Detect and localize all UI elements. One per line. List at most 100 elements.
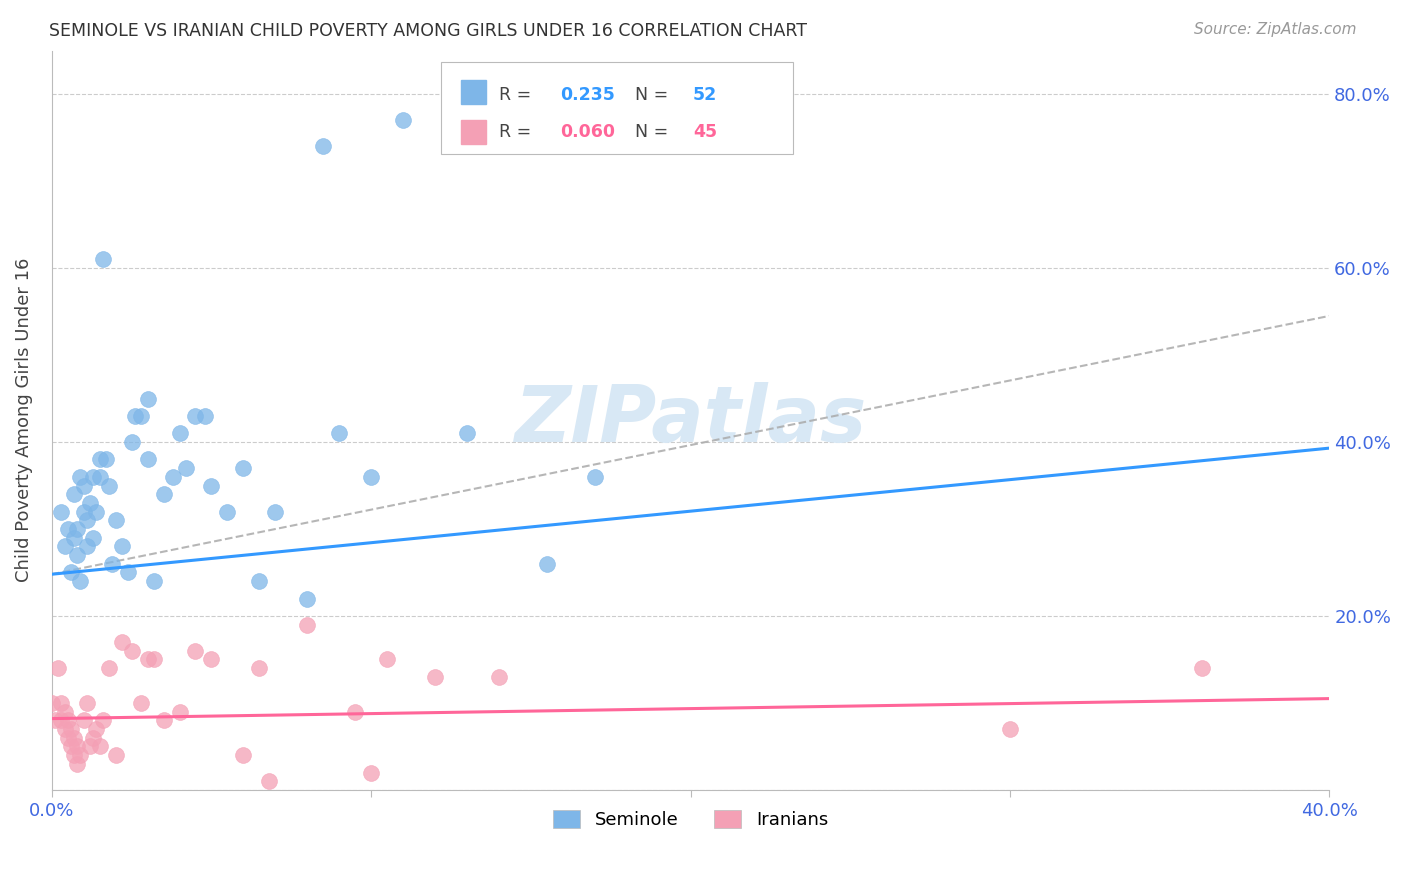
Point bbox=[232, 461, 254, 475]
Point bbox=[98, 478, 121, 492]
Point bbox=[142, 574, 165, 589]
Point bbox=[998, 722, 1021, 736]
Point bbox=[360, 765, 382, 780]
Text: R =: R = bbox=[499, 87, 543, 104]
Point bbox=[117, 566, 139, 580]
Point bbox=[76, 540, 98, 554]
Bar bbox=[461, 80, 486, 103]
Point bbox=[66, 548, 89, 562]
Point bbox=[583, 470, 606, 484]
Y-axis label: Child Poverty Among Girls Under 16: Child Poverty Among Girls Under 16 bbox=[15, 258, 32, 582]
Point bbox=[51, 714, 73, 728]
Point bbox=[247, 574, 270, 589]
Point bbox=[488, 670, 510, 684]
Point bbox=[66, 756, 89, 771]
Point bbox=[129, 696, 152, 710]
Text: SEMINOLE VS IRANIAN CHILD POVERTY AMONG GIRLS UNDER 16 CORRELATION CHART: SEMINOLE VS IRANIAN CHILD POVERTY AMONG … bbox=[49, 22, 807, 40]
Point bbox=[136, 652, 159, 666]
Text: 0.060: 0.060 bbox=[560, 123, 616, 141]
Point bbox=[174, 461, 197, 475]
Point bbox=[82, 731, 104, 745]
Point bbox=[136, 392, 159, 406]
Text: Source: ZipAtlas.com: Source: ZipAtlas.com bbox=[1194, 22, 1357, 37]
Point bbox=[53, 540, 76, 554]
Point bbox=[392, 113, 415, 128]
Point bbox=[111, 540, 134, 554]
Point bbox=[44, 714, 66, 728]
Point bbox=[94, 452, 117, 467]
Point bbox=[51, 505, 73, 519]
Point bbox=[194, 409, 217, 423]
Point bbox=[56, 522, 79, 536]
Point bbox=[73, 505, 96, 519]
Point bbox=[69, 470, 91, 484]
Point bbox=[1191, 661, 1213, 675]
Point bbox=[66, 739, 89, 754]
Point bbox=[536, 557, 558, 571]
Point bbox=[121, 644, 143, 658]
Point bbox=[76, 696, 98, 710]
Text: ZIPatlas: ZIPatlas bbox=[515, 383, 866, 458]
Bar bbox=[461, 120, 486, 144]
Point bbox=[73, 478, 96, 492]
Point bbox=[184, 409, 207, 423]
Point bbox=[56, 714, 79, 728]
Point bbox=[51, 696, 73, 710]
Point bbox=[297, 591, 319, 606]
Point bbox=[63, 531, 86, 545]
Point bbox=[101, 557, 124, 571]
Point bbox=[82, 470, 104, 484]
Point bbox=[328, 426, 350, 441]
Point bbox=[79, 496, 101, 510]
Point bbox=[79, 739, 101, 754]
Point bbox=[63, 487, 86, 501]
Point bbox=[41, 696, 63, 710]
Point bbox=[104, 513, 127, 527]
Point bbox=[232, 748, 254, 763]
Point bbox=[247, 661, 270, 675]
Point bbox=[375, 652, 398, 666]
Point bbox=[200, 652, 222, 666]
Point bbox=[56, 731, 79, 745]
Point bbox=[136, 452, 159, 467]
Point bbox=[169, 705, 191, 719]
Point bbox=[46, 661, 69, 675]
Point bbox=[73, 714, 96, 728]
Text: 0.235: 0.235 bbox=[560, 87, 614, 104]
Point bbox=[129, 409, 152, 423]
Point bbox=[91, 714, 114, 728]
Point bbox=[152, 714, 174, 728]
Point bbox=[142, 652, 165, 666]
Point bbox=[69, 574, 91, 589]
Point bbox=[86, 722, 108, 736]
Point bbox=[63, 731, 86, 745]
Point bbox=[344, 705, 367, 719]
Point bbox=[217, 505, 239, 519]
Point bbox=[89, 452, 111, 467]
Point bbox=[162, 470, 184, 484]
Point bbox=[423, 670, 446, 684]
Point bbox=[91, 252, 114, 267]
Point bbox=[59, 566, 82, 580]
Point bbox=[257, 774, 280, 789]
FancyBboxPatch shape bbox=[441, 62, 793, 154]
Point bbox=[59, 722, 82, 736]
Point bbox=[69, 748, 91, 763]
Text: R =: R = bbox=[499, 123, 543, 141]
Point bbox=[264, 505, 287, 519]
Point bbox=[456, 426, 478, 441]
Point bbox=[53, 705, 76, 719]
Text: 45: 45 bbox=[693, 123, 717, 141]
Point bbox=[121, 435, 143, 450]
Point bbox=[104, 748, 127, 763]
Point bbox=[89, 739, 111, 754]
Point bbox=[360, 470, 382, 484]
Point bbox=[63, 748, 86, 763]
Point bbox=[66, 522, 89, 536]
Point bbox=[184, 644, 207, 658]
Point bbox=[200, 478, 222, 492]
Text: N =: N = bbox=[624, 87, 679, 104]
Point bbox=[312, 139, 335, 153]
Point bbox=[297, 617, 319, 632]
Point bbox=[111, 635, 134, 649]
